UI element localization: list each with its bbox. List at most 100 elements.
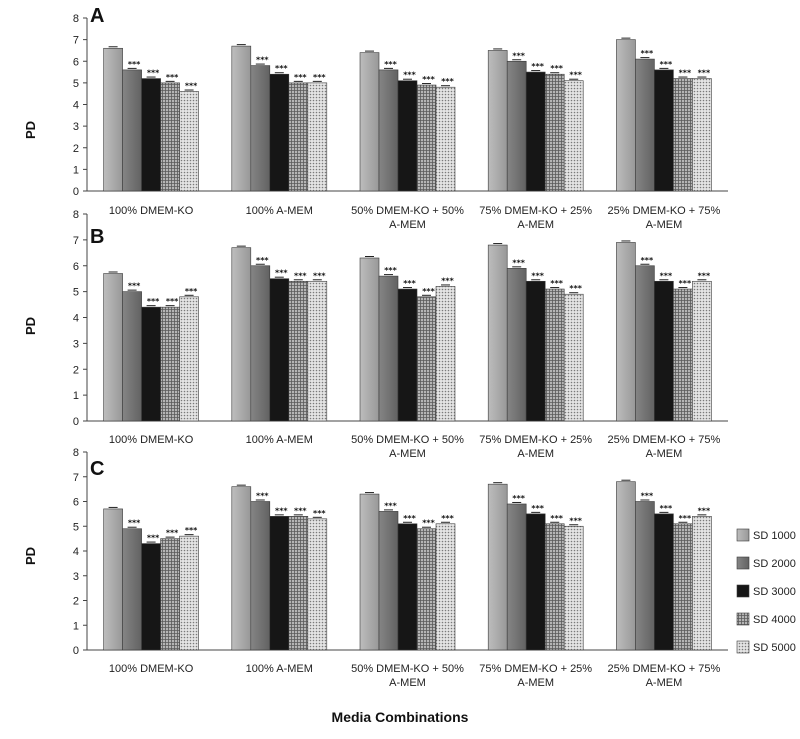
bar-sd-5000 bbox=[179, 91, 199, 192]
bar-sd-4000 bbox=[544, 73, 565, 192]
category-label: 25% DMEM-KO + 75% bbox=[608, 434, 721, 446]
bar-sd-4000 bbox=[160, 538, 180, 651]
significance-label: *** bbox=[512, 494, 525, 503]
significance-label: *** bbox=[698, 69, 711, 78]
bar-sd-2000 bbox=[378, 275, 399, 422]
significance-label: *** bbox=[512, 258, 525, 267]
category-label: 25% DMEM-KO + 75% bbox=[608, 205, 721, 217]
bar-sd-2000 bbox=[635, 58, 655, 192]
bar-sd-3000 bbox=[654, 280, 674, 422]
significance-label: *** bbox=[294, 506, 307, 515]
y-tick-label: 7 bbox=[73, 472, 79, 484]
legend: SD 1000 SD 2000 SD 3000 SD 4000 SD 5000 bbox=[736, 528, 796, 654]
significance-label: *** bbox=[166, 73, 179, 82]
bar-sd-1000 bbox=[616, 481, 636, 651]
bar-sd-2000 bbox=[122, 69, 142, 192]
bar-sd-5000 bbox=[435, 523, 456, 651]
significance-label: *** bbox=[531, 62, 544, 71]
bar-sd-3000 bbox=[269, 278, 290, 422]
bar-sd-5000 bbox=[435, 86, 456, 192]
bar-sd-4000 bbox=[160, 306, 180, 422]
y-tick-label: 6 bbox=[73, 56, 79, 68]
significance-label: *** bbox=[569, 71, 582, 80]
bar-sd-4000 bbox=[288, 280, 309, 422]
bar-sd-2000 bbox=[250, 501, 271, 651]
significance-label: *** bbox=[403, 279, 416, 288]
significance-label: *** bbox=[256, 56, 269, 65]
legend-swatch bbox=[736, 612, 750, 626]
significance-label: *** bbox=[313, 509, 326, 518]
y-tick-label: 3 bbox=[73, 571, 79, 583]
bar-sd-5000 bbox=[563, 525, 584, 651]
legend-label: SD 5000 bbox=[753, 642, 796, 654]
bar-sd-2000 bbox=[506, 503, 527, 651]
bar-sd-2000 bbox=[378, 69, 399, 192]
significance-label: *** bbox=[313, 73, 326, 82]
bar-sd-5000 bbox=[307, 82, 328, 192]
bar-sd-3000 bbox=[654, 513, 674, 651]
y-tick-label: 3 bbox=[73, 338, 79, 350]
bar-sd-2000 bbox=[378, 511, 399, 651]
category-label: A-MEM bbox=[389, 219, 426, 231]
significance-label: *** bbox=[422, 519, 435, 528]
significance-label: *** bbox=[531, 271, 544, 280]
y-axis-label: PD bbox=[23, 121, 38, 139]
bar-sd-3000 bbox=[269, 73, 290, 192]
bar-sd-5000 bbox=[692, 78, 712, 192]
bar-sd-1000 bbox=[487, 483, 508, 651]
significance-label: *** bbox=[550, 514, 563, 523]
category-label: 75% DMEM-KO + 25% bbox=[479, 663, 592, 675]
bar-sd-1000 bbox=[359, 493, 380, 651]
bar-sd-1000 bbox=[616, 242, 636, 422]
y-tick-label: 8 bbox=[73, 447, 79, 459]
significance-label: *** bbox=[185, 526, 198, 535]
significance-label: *** bbox=[275, 64, 288, 73]
y-tick-label: 1 bbox=[73, 164, 79, 176]
bar-sd-4000 bbox=[416, 84, 437, 192]
significance-label: *** bbox=[441, 514, 454, 523]
significance-label: *** bbox=[403, 514, 416, 523]
significance-label: *** bbox=[550, 64, 563, 73]
bar-sd-3000 bbox=[525, 71, 546, 192]
bar-sd-1000 bbox=[616, 39, 636, 192]
significance-label: *** bbox=[166, 297, 179, 306]
significance-label: *** bbox=[128, 519, 141, 528]
category-label: 100% A-MEM bbox=[246, 434, 313, 446]
bar-sd-3000 bbox=[141, 306, 161, 422]
category-label: A-MEM bbox=[646, 448, 683, 460]
significance-label: *** bbox=[660, 60, 673, 69]
category-label: 25% DMEM-KO + 75% bbox=[608, 663, 721, 675]
legend-label: SD 4000 bbox=[753, 614, 796, 626]
category-label: A-MEM bbox=[389, 677, 426, 689]
bar-sd-4000 bbox=[288, 82, 309, 192]
y-tick-label: 6 bbox=[73, 261, 79, 273]
category-label: 50% DMEM-KO + 50% bbox=[351, 663, 464, 675]
legend-label: SD 1000 bbox=[753, 530, 796, 542]
bar-sd-3000 bbox=[397, 523, 418, 651]
panel-label: A bbox=[90, 5, 104, 27]
significance-label: *** bbox=[441, 77, 454, 86]
bar-sd-1000 bbox=[359, 52, 380, 192]
bar-sd-3000 bbox=[397, 80, 418, 192]
y-tick-label: 0 bbox=[73, 645, 79, 657]
bar-sd-4000 bbox=[544, 288, 565, 422]
bar-sd-2000 bbox=[506, 60, 527, 192]
bar-sd-1000 bbox=[103, 47, 123, 192]
bar-sd-1000 bbox=[487, 244, 508, 422]
significance-label: *** bbox=[185, 287, 198, 296]
significance-label: *** bbox=[698, 271, 711, 280]
y-tick-label: 2 bbox=[73, 364, 79, 376]
bar-sd-1000 bbox=[231, 486, 252, 651]
bar-sd-2000 bbox=[250, 65, 271, 192]
bar-sd-5000 bbox=[307, 518, 328, 651]
significance-label: *** bbox=[679, 279, 692, 288]
category-label: A-MEM bbox=[517, 448, 554, 460]
legend-swatch bbox=[736, 556, 750, 570]
significance-label: *** bbox=[679, 514, 692, 523]
significance-label: *** bbox=[441, 276, 454, 285]
significance-label: *** bbox=[660, 504, 673, 513]
category-label: 100% DMEM-KO bbox=[109, 663, 194, 675]
